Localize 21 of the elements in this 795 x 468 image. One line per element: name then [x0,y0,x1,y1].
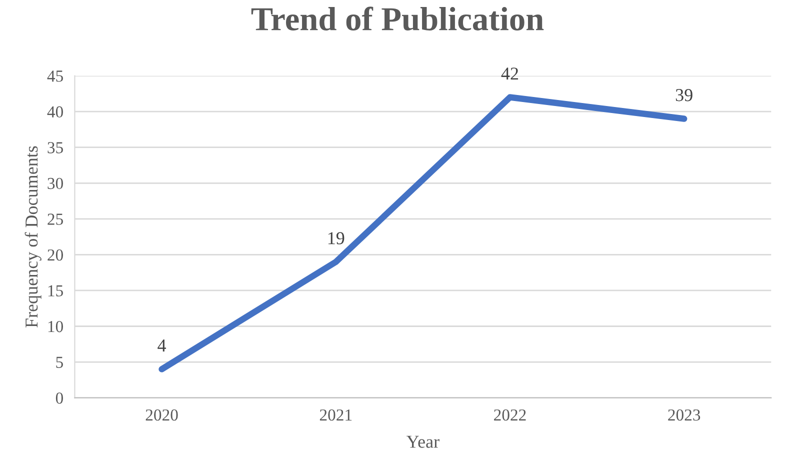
y-tick-label: 35 [48,142,63,154]
y-tick-label: 10 [48,320,63,332]
x-tick-label: 2020 [146,409,178,421]
x-tick-label: 2023 [668,409,700,421]
y-tick-label: 20 [48,249,63,261]
data-label: 39 [676,89,692,102]
y-tick-label: 45 [47,70,63,82]
y-tick-label: 5 [56,356,63,368]
data-label: 42 [501,68,518,80]
data-label: 4 [158,340,166,352]
x-tick-label: 2022 [494,409,526,421]
data-label: 19 [328,232,344,244]
x-axis-title: Year [406,436,440,448]
y-tick-label: 30 [48,178,63,190]
x-tick-label: 2021 [320,409,352,421]
y-tick-label: 25 [48,214,63,225]
y-tick-label: 40 [47,106,63,118]
y-tick-label: 15 [48,285,63,296]
chart-title: Trend of Publication [251,6,544,31]
y-axis-title: Frequency of Documents [24,146,42,328]
y-tick-label: 0 [56,392,63,404]
